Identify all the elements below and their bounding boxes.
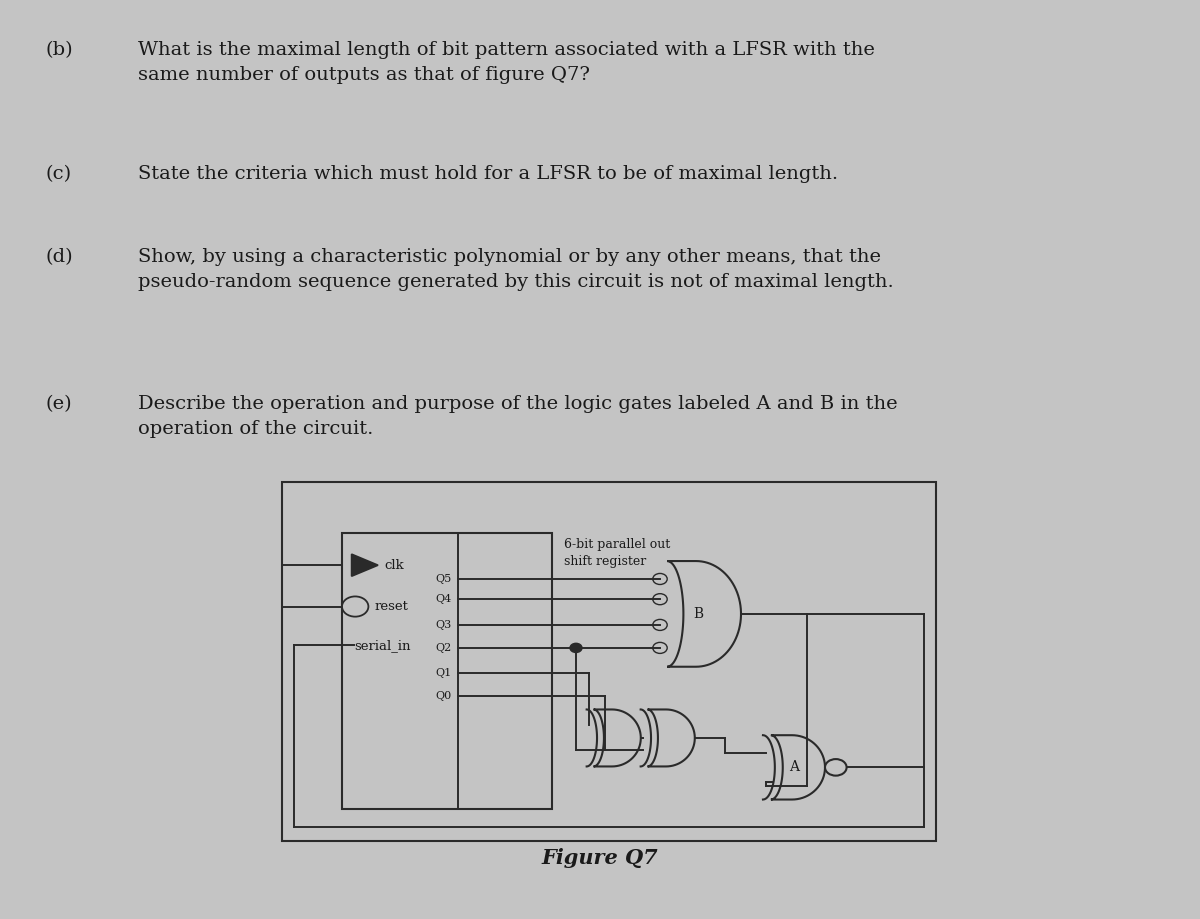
Text: 6-bit parallel out
shift register: 6-bit parallel out shift register [564,538,671,568]
Circle shape [653,642,667,653]
Text: (d): (d) [46,248,73,267]
Text: (e): (e) [46,395,72,414]
Circle shape [653,594,667,605]
Text: Describe the operation and purpose of the logic gates labeled A and B in the
ope: Describe the operation and purpose of th… [138,395,898,438]
Text: Q1: Q1 [436,668,451,677]
Text: Q0: Q0 [436,691,451,700]
Polygon shape [594,709,641,766]
Text: Q5: Q5 [436,574,451,584]
Text: Show, by using a characteristic polynomial or by any other means, that the
pseud: Show, by using a characteristic polynomi… [138,248,894,291]
Circle shape [653,573,667,584]
Text: Q4: Q4 [436,595,451,604]
Circle shape [653,619,667,630]
Text: Q2: Q2 [436,643,451,652]
Text: A: A [790,760,799,775]
Text: Q3: Q3 [436,620,451,630]
Polygon shape [352,554,378,576]
Polygon shape [648,709,695,766]
Text: State the criteria which must hold for a LFSR to be of maximal length.: State the criteria which must hold for a… [138,165,838,184]
Text: reset: reset [374,600,408,613]
Bar [282,482,936,841]
Text: clk: clk [384,559,403,572]
Text: What is the maximal length of bit pattern associated with a LFSR with the
same n: What is the maximal length of bit patter… [138,41,875,85]
Text: Figure Q7: Figure Q7 [541,848,659,868]
Circle shape [570,643,582,652]
Polygon shape [667,561,740,667]
Text: B: B [694,607,703,621]
Circle shape [826,759,847,776]
Text: (b): (b) [46,41,73,60]
Text: (c): (c) [46,165,72,184]
Polygon shape [770,735,824,800]
Text: serial_in: serial_in [354,639,410,652]
Circle shape [342,596,368,617]
Bar [342,533,552,809]
